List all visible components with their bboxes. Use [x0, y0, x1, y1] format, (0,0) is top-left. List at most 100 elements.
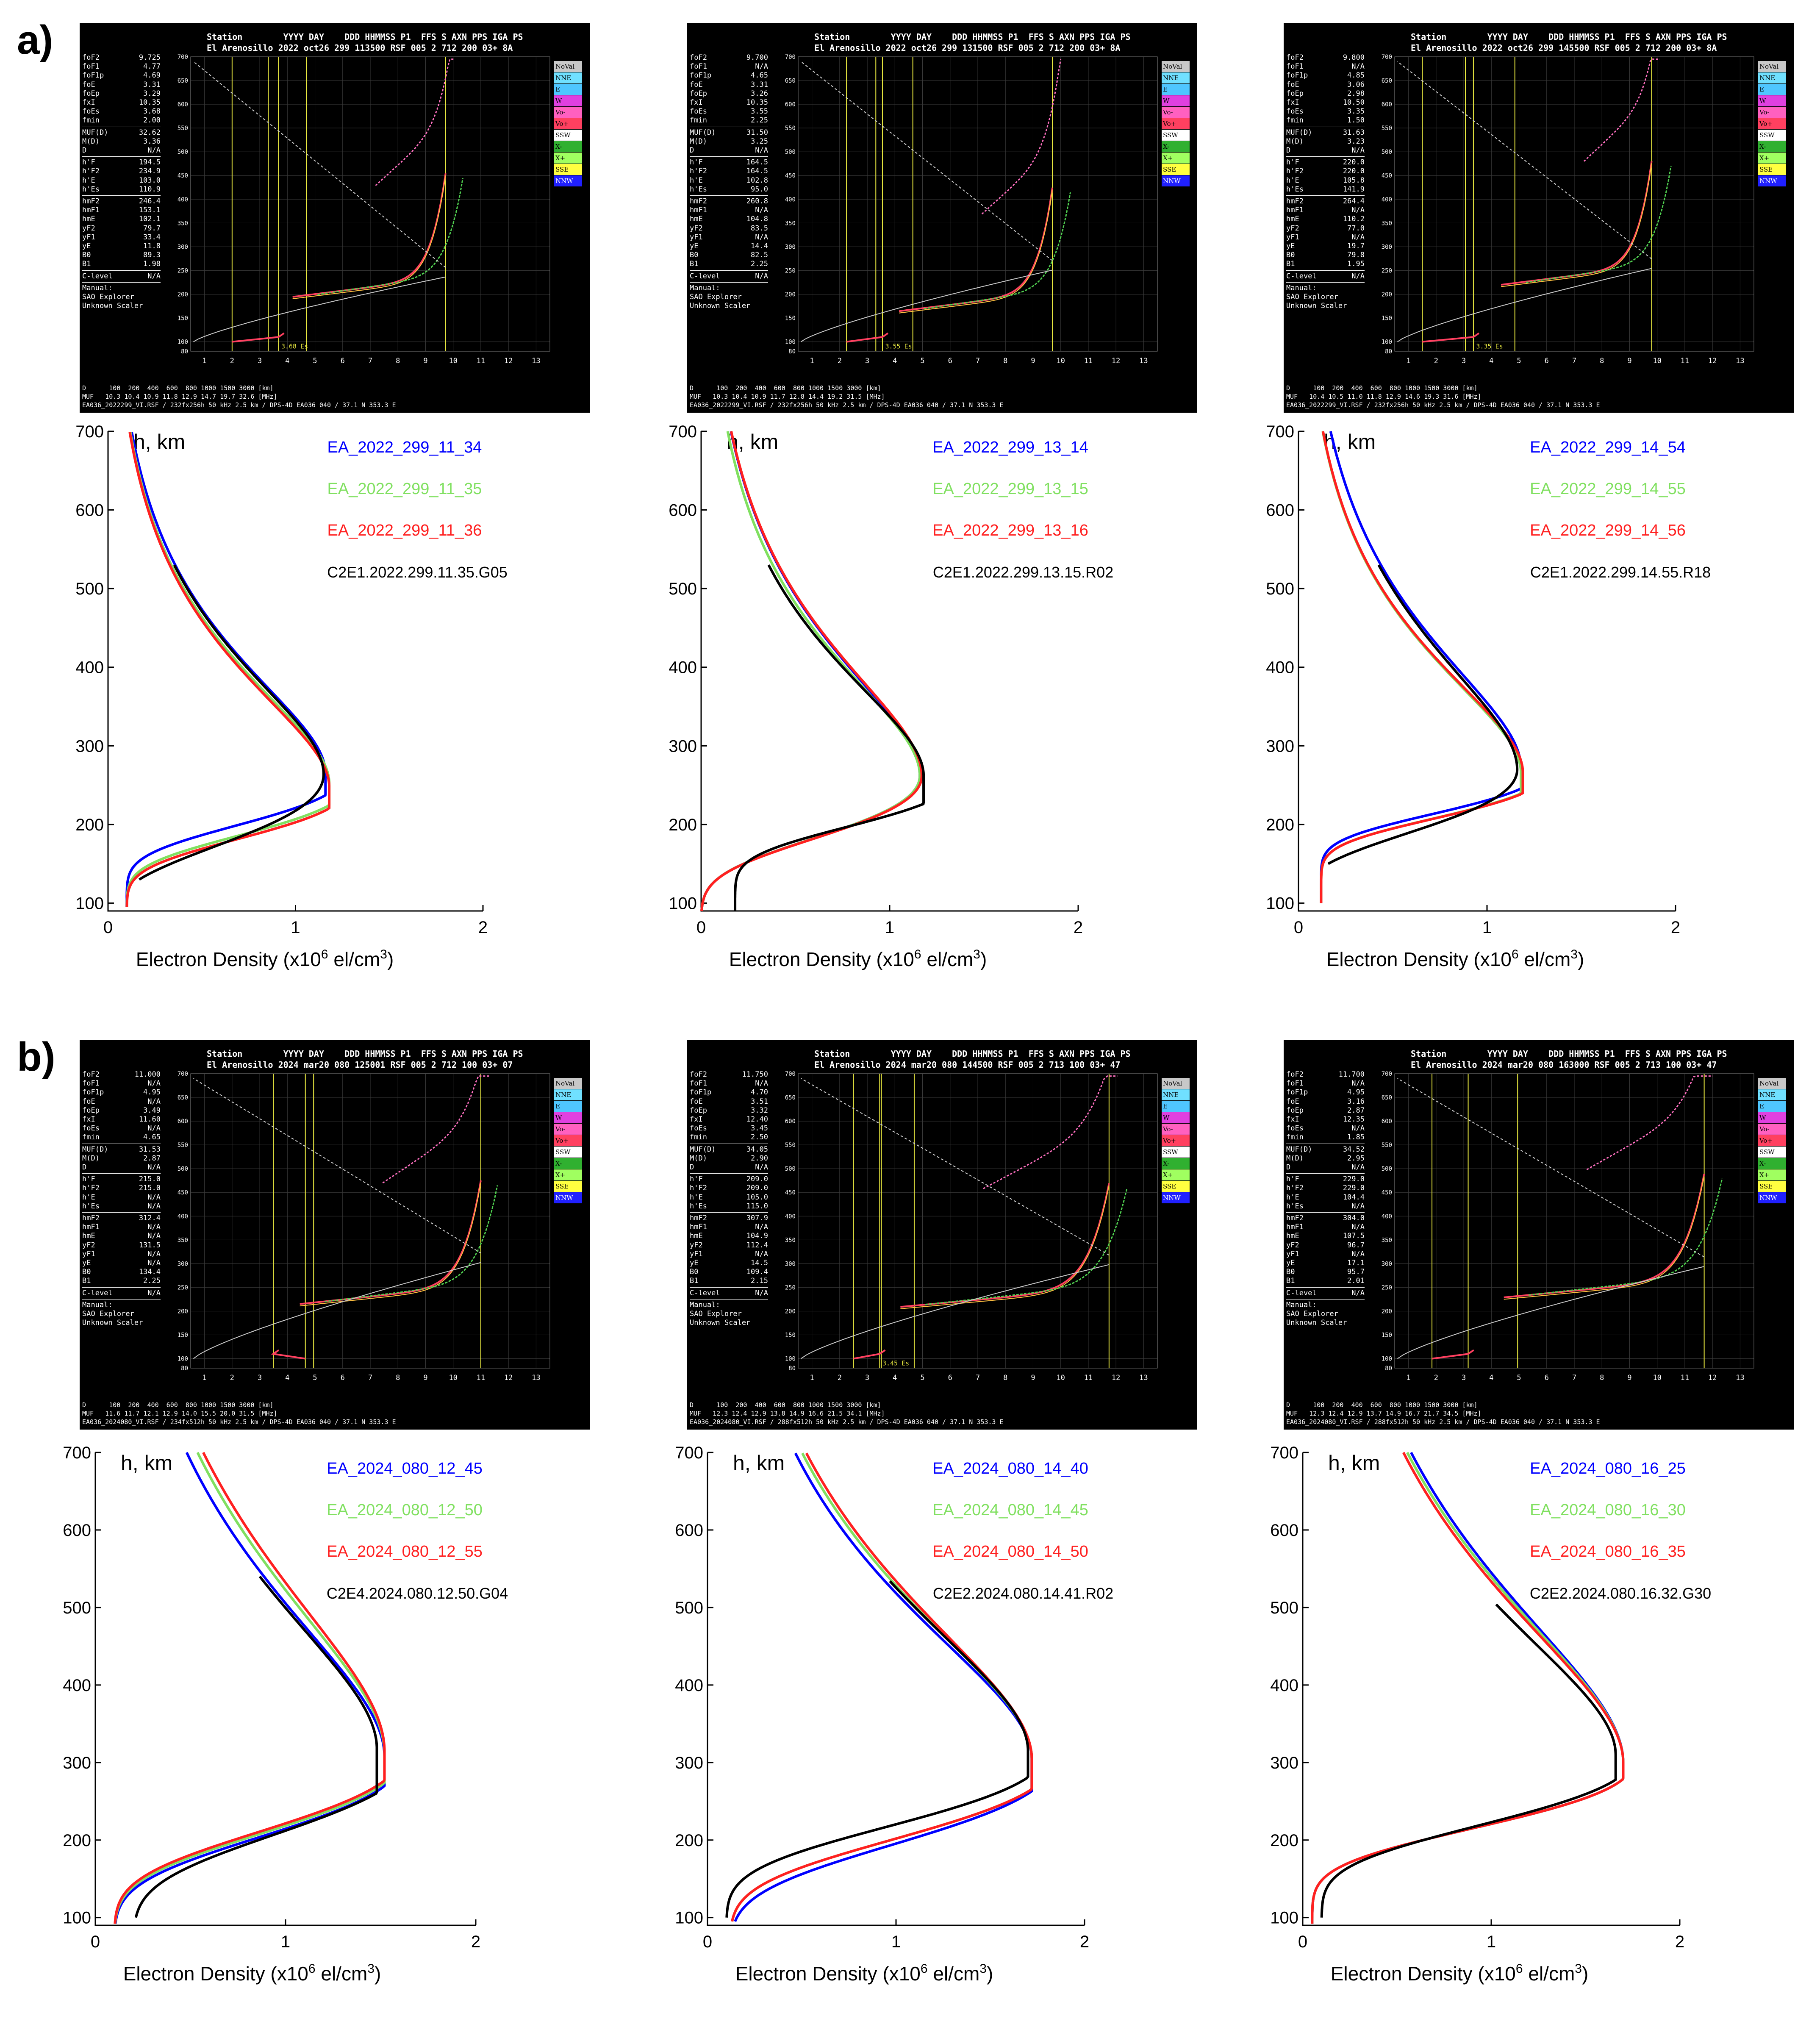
profile-series-black — [1320, 1603, 1617, 1918]
ionogram-panel: Station YYYY DAY DDD HHMMSS P1 FFS S AXN… — [1284, 1040, 1794, 1430]
param-value: N/A — [755, 1288, 768, 1297]
freq-tick-label: 1 — [1406, 357, 1410, 365]
legend-swatch: E — [1162, 1101, 1190, 1112]
param-name: yF2 — [82, 1241, 95, 1250]
ionogram-header: Station YYYY DAY DDD HHMMSS P1 FFS S AXN… — [814, 1048, 1131, 1070]
x-trace — [317, 178, 463, 295]
legend-swatch: X+ — [1758, 1169, 1786, 1181]
param-name: D — [1286, 1163, 1291, 1172]
footer-line: MUF 10.3 10.4 10.9 11.8 12.9 14.7 19.7 3… — [82, 393, 277, 400]
y-tick-label: 300 — [1270, 1754, 1298, 1772]
param-value: 4.69 — [143, 71, 161, 80]
height-tick-label: 600 — [178, 1118, 188, 1125]
param-row: hmF1 N/A — [690, 1223, 768, 1232]
param-value: 229.0 — [1343, 1175, 1365, 1184]
freq-tick-label: 11 — [1681, 1374, 1689, 1382]
param-row: h'F2 229.0 — [1286, 1184, 1365, 1193]
x-tick-label: 2 — [1074, 918, 1083, 937]
freq-tick-label: 12 — [1708, 1374, 1717, 1382]
param-value: 153.1 — [139, 206, 161, 215]
x-trace — [925, 1188, 1128, 1305]
param-name: hmF2 — [1286, 1214, 1304, 1223]
x-axis-label-part: el/cm — [921, 948, 974, 970]
freq-tick-label: 10 — [449, 1374, 457, 1382]
axes — [700, 431, 1078, 912]
header-line2: El Arenosillo 2022 oct26 299 113500 RSF … — [207, 43, 513, 53]
param-value: 11.750 — [742, 1070, 768, 1079]
scaler-note: SAO Explorer — [82, 293, 134, 302]
param-value: N/A — [147, 272, 161, 280]
profile-series-black — [139, 564, 325, 881]
param-row: h'F 215.0 — [82, 1175, 161, 1184]
param-row: yE 19.7 — [1286, 242, 1365, 251]
legend-entry: EA_2024_080_14_50 — [932, 1543, 1088, 1561]
y-axis-label: h, km — [121, 1451, 172, 1475]
multihop-trace — [375, 58, 454, 186]
param-name: foF1p — [82, 1088, 104, 1097]
param-value: N/A — [755, 272, 768, 280]
param-name: foE — [82, 1097, 95, 1106]
height-tick-label: 200 — [1382, 1308, 1392, 1315]
legend-swatch: Vo- — [1758, 1124, 1786, 1135]
param-name: foF1p — [690, 1088, 712, 1097]
y-tick-label: 200 — [675, 1831, 703, 1850]
param-row: h'F 209.0 — [690, 1175, 768, 1184]
param-value: 2.50 — [751, 1133, 768, 1142]
freq-tick-label: 2 — [1434, 1374, 1438, 1382]
legend-swatch: NNW — [1758, 175, 1786, 187]
param-name: foF1p — [1286, 1088, 1308, 1097]
legend-swatch: NNW — [1162, 175, 1190, 187]
reference-label: C2E1.2022.299.11.35.G05 — [327, 564, 508, 581]
freq-tick-label: 9 — [423, 357, 427, 365]
x-tick-label: 2 — [478, 918, 488, 937]
freq-tick-label: 12 — [1112, 357, 1120, 365]
x-axis-label-part: Electron Density (x10 — [1331, 1963, 1516, 1985]
height-tick-label: 350 — [785, 220, 796, 227]
param-value: 9.725 — [139, 53, 161, 62]
freq-tick-label: 1 — [810, 1374, 814, 1382]
footer-line: EA036_2024080_VI.RSF / 234fx512h 50 kHz … — [82, 1418, 396, 1426]
y-tick-label: 600 — [1270, 1521, 1298, 1540]
freq-tick-label: 5 — [1517, 1374, 1521, 1382]
x-axis-label-exponent: 6 — [921, 1962, 928, 1976]
param-name: hmF2 — [690, 197, 707, 206]
ionogram-footer: D 100 200 400 600 800 1000 1500 3000 [km… — [1286, 1401, 1600, 1426]
legend-swatch: W — [1162, 95, 1190, 107]
param-name: B0 — [1286, 251, 1295, 260]
param-name: h'Es — [1286, 1202, 1304, 1211]
height-tick-label: 650 — [178, 78, 188, 84]
param-value: 95.7 — [1347, 1268, 1365, 1277]
param-value: 12.40 — [746, 1115, 768, 1124]
legend-swatch: Vo+ — [1758, 1135, 1786, 1147]
legend-entry: EA_2022_299_11_34 — [327, 439, 482, 456]
legend-swatch: NNE — [554, 1089, 582, 1101]
param-row: MUF(D) 32.62 — [82, 128, 161, 137]
ionogram-header: Station YYYY DAY DDD HHMMSS P1 FFS S AXN… — [1411, 1048, 1727, 1070]
ionogram-params: foF2 11.700 foF1 N/A foF1p 4.95 foE 3.16 foEp 2.8… — [1286, 1070, 1365, 1327]
legend-swatch: E — [554, 84, 582, 95]
param-name: MUF(D) — [690, 1145, 716, 1154]
x-trace — [1526, 166, 1672, 283]
freq-tick-label: 7 — [1572, 1374, 1576, 1382]
height-tick-label: 300 — [1382, 244, 1392, 250]
header-line1: Station YYYY DAY DDD HHMMSS P1 FFS S AXN… — [207, 32, 523, 42]
legend-entry: EA_2022_299_13_15 — [932, 480, 1088, 498]
x-tick-label: 1 — [1487, 1933, 1496, 1951]
param-row: foF2 9.725 — [82, 53, 161, 62]
legend-entry: EA_2024_080_14_45 — [932, 1501, 1088, 1519]
param-row: h'Es N/A — [1286, 1202, 1365, 1211]
plot-frame — [1394, 1073, 1754, 1369]
freq-tick-label: 7 — [976, 1374, 980, 1382]
param-name: foEp — [1286, 1106, 1304, 1115]
freq-tick-label: 9 — [1627, 357, 1631, 365]
param-row: hmE 104.9 — [690, 1232, 768, 1241]
scaler-note: SAO Explorer — [690, 1310, 742, 1319]
param-value: 3.49 — [143, 1106, 161, 1115]
param-row: yF2 79.7 — [82, 224, 161, 233]
param-row: foE 3.06 — [1286, 81, 1365, 89]
param-row: yE 17.1 — [1286, 1259, 1365, 1268]
param-value: 2.15 — [751, 1277, 768, 1286]
legend-swatch: SSW — [1162, 130, 1190, 141]
